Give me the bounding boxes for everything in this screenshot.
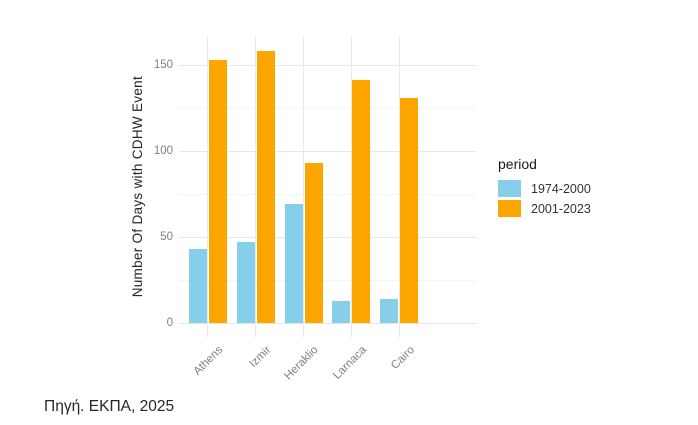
legend-items: 1974-2000 2001-2023 bbox=[498, 180, 591, 217]
y-axis-tick-labels: 0 50 100 150 bbox=[118, 0, 173, 425]
gridline-major-h bbox=[179, 65, 476, 66]
bar-larnaca-1974-2000 bbox=[332, 300, 351, 323]
legend-label: 2001-2023 bbox=[531, 201, 591, 216]
source-caption: Πηγή. ΕΚΠΑ, 2025 bbox=[44, 398, 175, 415]
bar-izmir-1974-2000 bbox=[236, 242, 255, 323]
bar-izmir-2001-2023 bbox=[256, 51, 275, 323]
gridline-vertical bbox=[255, 36, 257, 337]
legend-label: 1974-2000 bbox=[531, 181, 591, 196]
gridline-vertical bbox=[207, 36, 209, 337]
x-tick-label-heraklio: Heraklio bbox=[282, 344, 322, 383]
bar-cairo-2001-2023 bbox=[400, 97, 419, 323]
gridline-minor-h bbox=[179, 108, 476, 109]
y-tick-label: 0 bbox=[166, 317, 173, 329]
gridline-vertical bbox=[303, 36, 305, 337]
x-tick-label-cairo: Cairo bbox=[388, 344, 417, 372]
gridline-vertical bbox=[350, 36, 352, 337]
legend-item: 1974-2000 bbox=[498, 180, 591, 197]
bar-athens-1974-2000 bbox=[188, 249, 207, 323]
legend-title: period bbox=[498, 156, 537, 172]
legend-item: 2001-2023 bbox=[498, 200, 591, 217]
gridline-vertical bbox=[398, 36, 400, 337]
bar-cairo-1974-2000 bbox=[380, 298, 399, 323]
x-tick-label-athens: Athens bbox=[191, 344, 226, 378]
gridline-major-h bbox=[179, 323, 476, 324]
x-tick-label-larnaca: Larnaca bbox=[331, 344, 369, 382]
x-tick-label-izmir: Izmir bbox=[247, 344, 274, 371]
y-tick-label: 100 bbox=[153, 145, 173, 157]
plot-panel bbox=[179, 36, 476, 337]
bar-heraklio-1974-2000 bbox=[284, 204, 303, 323]
legend-key-2001-2023 bbox=[498, 200, 521, 217]
bar-larnaca-2001-2023 bbox=[352, 80, 371, 323]
y-tick-label: 50 bbox=[160, 231, 173, 243]
y-tick-label: 150 bbox=[153, 59, 173, 71]
gridline-minor-h bbox=[179, 194, 476, 195]
gridline-major-h bbox=[179, 151, 476, 152]
legend-key-1974-2000 bbox=[498, 180, 521, 197]
bar-heraklio-2001-2023 bbox=[304, 163, 323, 323]
gridline-major-h bbox=[179, 237, 476, 238]
legend: period 1974-2000 2001-2023 bbox=[498, 156, 591, 220]
bar-athens-2001-2023 bbox=[208, 59, 227, 323]
gridline-minor-h bbox=[179, 280, 476, 281]
